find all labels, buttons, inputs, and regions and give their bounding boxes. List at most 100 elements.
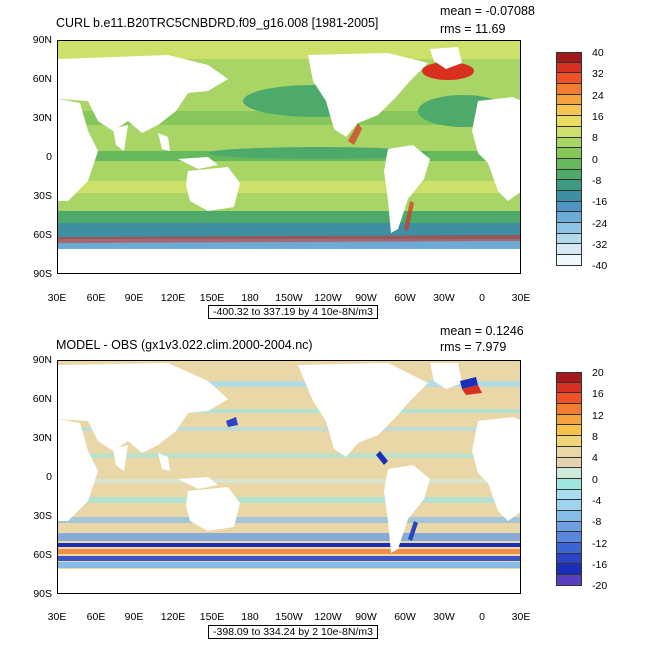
colorbar-label: -16 (592, 559, 608, 571)
colorbar-swatch (556, 478, 582, 490)
difference-field (58, 361, 520, 593)
colorbar-label: 32 (592, 68, 604, 80)
colorbar-swatch (556, 510, 582, 522)
colorbar-swatch (556, 425, 582, 437)
lon-label: 60W (394, 292, 416, 304)
lon-label: 150E (199, 292, 225, 304)
lon-label: 0 (479, 292, 485, 304)
colorbar-swatch (556, 255, 582, 266)
lon-label: 60E (86, 292, 106, 304)
colorbar-swatch (556, 180, 582, 191)
colorbar-swatch (556, 436, 582, 447)
colorbar-swatch (556, 543, 582, 554)
colorbar-label: 0 (592, 154, 598, 166)
colorbar-label: 8 (592, 431, 598, 443)
colorbar-swatch (556, 500, 582, 511)
lon-label: 120W (314, 292, 342, 304)
colorbar-swatch (556, 116, 582, 127)
colorbar-swatch (556, 62, 582, 74)
lat-label: 90S (33, 268, 52, 280)
curl-map (57, 40, 521, 274)
lon-label: 150E (199, 611, 225, 623)
colorbar-label: 40 (592, 47, 604, 59)
colorbar-swatch (556, 148, 582, 159)
lon-label: 120E (160, 611, 186, 623)
colorbar-swatch (556, 372, 582, 383)
lon-label: 30W (433, 292, 455, 304)
lat-label: 0 (46, 471, 52, 483)
contour-range-label: -400.32 to 337.19 by 4 10e-8N/m3 (208, 305, 378, 319)
model-obs-map (57, 360, 521, 594)
colorbar-swatch (556, 158, 582, 170)
lat-label: 90S (33, 588, 52, 600)
panel-title: CURL b.e11.B20TRC5CNBDRD.f09_g16.008 [19… (56, 16, 379, 30)
lon-label: 180 (241, 611, 259, 623)
lon-label: 30E (511, 292, 531, 304)
colorbar-swatch (556, 382, 582, 394)
colorbar-swatch (556, 190, 582, 202)
colorbar-swatch (556, 223, 582, 234)
colorbar-label: -16 (592, 196, 608, 208)
mean-stat: mean = 0.1246 (440, 324, 524, 338)
colorbar-label: -12 (592, 538, 608, 550)
colorbar-swatch (556, 94, 582, 106)
colorbar-label: -20 (592, 580, 608, 592)
lon-label: 150W (275, 292, 303, 304)
colorbar-swatch (556, 521, 582, 533)
colorbar-swatch (556, 84, 582, 95)
colorbar-swatch (556, 73, 582, 85)
lat-label: 30N (32, 112, 52, 124)
colorbar-swatch (556, 126, 582, 138)
panel-title: MODEL - OBS (gx1v3.022.clim.2000-2004.nc… (56, 338, 313, 352)
lon-label: 30E (511, 611, 531, 623)
lon-label: 30E (47, 292, 67, 304)
colorbar-swatch (556, 169, 582, 181)
lon-label: 180 (241, 292, 259, 304)
lat-label: 60S (33, 549, 52, 561)
colorbar-label: 16 (592, 111, 604, 123)
colorbar-label: -8 (592, 516, 602, 528)
colorbar-swatch (556, 446, 582, 458)
colorbar-label: 0 (592, 474, 598, 486)
colorbar-swatch (556, 233, 582, 245)
colorbar-label: -24 (592, 218, 608, 230)
lat-label: 60N (32, 73, 52, 85)
colorbar-label: 24 (592, 90, 604, 102)
lat-label: 30S (33, 510, 52, 522)
colorbar-swatch (556, 404, 582, 415)
colorbar-label: -32 (592, 239, 608, 251)
lon-label: 150W (275, 611, 303, 623)
colorbar-swatch (556, 457, 582, 469)
colorbar-swatch (556, 564, 582, 576)
colorbar-swatch (556, 393, 582, 405)
model-obs-panel: MODEL - OBS (gx1v3.022.clim.2000-2004.nc… (0, 320, 648, 640)
lat-label: 90N (32, 34, 52, 46)
lon-label: 30W (433, 611, 455, 623)
colorbar-label: -40 (592, 260, 608, 272)
rms-stat: rms = 11.69 (440, 22, 506, 36)
lon-label: 120W (314, 611, 342, 623)
colorbar-label: -4 (592, 495, 602, 507)
lat-label: 60S (33, 229, 52, 241)
curl-field (58, 41, 520, 273)
colorbar-swatch (556, 212, 582, 223)
lat-label: 90N (32, 354, 52, 366)
colorbar-swatch (556, 468, 582, 479)
colorbar-swatch (556, 414, 582, 426)
colorbar (556, 372, 582, 586)
curl-panel: CURL b.e11.B20TRC5CNBDRD.f09_g16.008 [19… (0, 0, 648, 320)
colorbar-label: 20 (592, 367, 604, 379)
lon-label: 90W (355, 292, 377, 304)
contour-range-label: -398.09 to 334.24 by 2 10e-8N/m3 (208, 625, 378, 639)
colorbar-label: 12 (592, 410, 604, 422)
colorbar-label: 8 (592, 132, 598, 144)
lon-label: 120E (160, 292, 186, 304)
colorbar-swatch (556, 532, 582, 543)
colorbar (556, 52, 582, 266)
colorbar-swatch (556, 244, 582, 256)
colorbar-swatch (556, 553, 582, 565)
lon-label: 0 (479, 611, 485, 623)
colorbar-label: -8 (592, 175, 602, 187)
colorbar-label: 4 (592, 452, 598, 464)
colorbar-swatch (556, 137, 582, 149)
